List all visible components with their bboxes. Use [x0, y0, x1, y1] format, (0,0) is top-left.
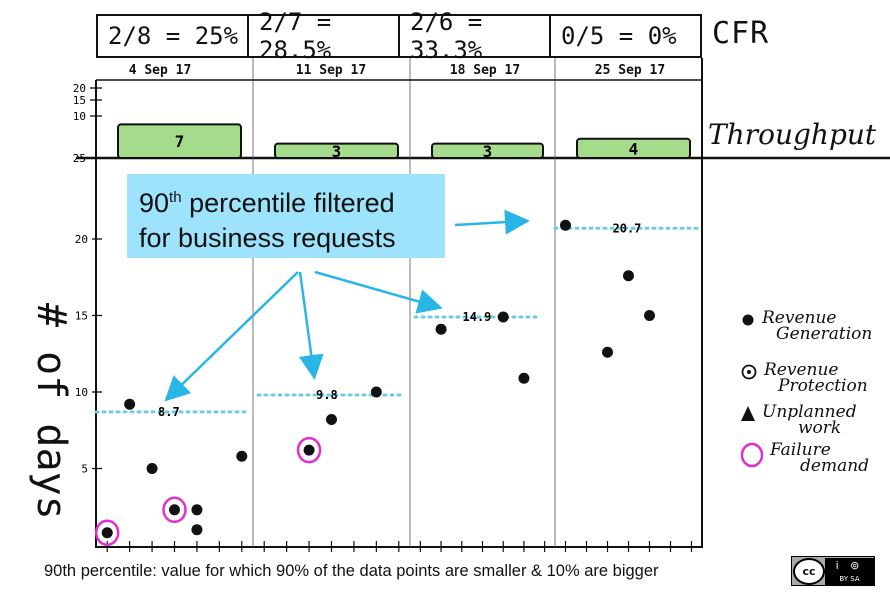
by-sa-icon: i ⊚ BY SA: [825, 557, 874, 585]
legend-label: Unplanned: [762, 402, 857, 422]
week-label: 4 Sep 17: [128, 63, 192, 78]
throughput-bar: [274, 142, 399, 160]
throughput-bar-label: 7: [175, 132, 185, 151]
throughput-label: Throughput: [708, 118, 877, 151]
percentile-label: 14.9: [463, 310, 492, 324]
percentile-label: 8.7: [158, 405, 180, 419]
legend-label: Failure: [770, 440, 831, 460]
callout-box: 90th percentile filtered for business re…: [127, 174, 445, 258]
week-label: 11 Sep 17: [295, 63, 367, 78]
data-point: [169, 504, 180, 516]
legend-label: Protection: [778, 376, 868, 396]
callout-line1-sup: th: [169, 189, 182, 206]
data-point: [303, 444, 315, 456]
callout-arrows: [164, 209, 530, 402]
week-label: 25 Sep 17: [594, 63, 666, 78]
y-tick-label: 20: [75, 233, 88, 246]
data-point: [191, 524, 203, 536]
throughput-bar-label: 3: [483, 142, 493, 161]
cfr-cell: 2/8 = 25%: [108, 22, 239, 50]
cc-icon: cc: [793, 557, 825, 585]
cc-license-badge[interactable]: cc i ⊚ BY SA: [791, 556, 875, 586]
callout-arrow: [314, 270, 443, 314]
callout-line2: for business requests: [139, 223, 396, 253]
callout-arrow: [298, 271, 324, 380]
scatter-chart: 5 10 15 20 8.7 9.8 14.9 20.7: [75, 219, 702, 547]
cfr-cell: 0/5 = 0%: [549, 16, 700, 56]
cfr-label: CFR: [712, 16, 770, 51]
week-label: 18 Sep 17: [449, 63, 521, 78]
failure-demand-marker: [162, 496, 187, 524]
throughput-bar: [431, 142, 544, 160]
legend-label: work: [798, 418, 842, 438]
throughput-tick-label: 15: [73, 94, 86, 107]
y-tick-label: 15: [75, 310, 88, 323]
data-point: [435, 323, 447, 335]
dot-icon: [742, 314, 754, 326]
legend-label: Revenue: [764, 360, 839, 380]
failure-demand-marker: [296, 436, 322, 464]
data-point: [602, 346, 613, 358]
data-point: [560, 219, 571, 231]
by-sa-glyphs: i ⊚: [835, 559, 864, 572]
data-point: [146, 463, 158, 474]
data-point: [518, 372, 530, 384]
data-point: [191, 504, 203, 516]
throughput-bar: [576, 137, 691, 160]
triangle-icon: [741, 406, 755, 421]
data-point: [101, 527, 113, 539]
circle-dot-icon: [741, 364, 757, 380]
data-point: [326, 414, 337, 426]
throughput-bar-label: 4: [629, 139, 639, 158]
throughput-bar: [117, 123, 242, 159]
y-tick-label: 5: [81, 463, 88, 476]
throughput-tick-label: 20: [73, 82, 86, 95]
callout-line1-prefix: 90: [139, 188, 170, 218]
percentile-label: 9.8: [316, 388, 338, 402]
legend-item-revenue-protection: Revenue Protection: [740, 360, 868, 396]
legend-item-failure-demand: Failure demand: [740, 440, 870, 476]
callout-line1-suffix: percentile filtered: [181, 188, 395, 218]
throughput-bar-label: 3: [332, 142, 342, 161]
data-point: [497, 311, 509, 323]
data-point: [124, 398, 136, 410]
callout-arrow: [454, 209, 530, 235]
legend-label: demand: [800, 456, 870, 476]
throughput-tick-label: 25: [73, 152, 86, 165]
data-point: [623, 270, 634, 282]
by-sa-text: BY SA: [839, 575, 860, 583]
legend-label: Generation: [776, 324, 873, 344]
y-tick-label: 10: [75, 386, 88, 399]
failure-demand-marker: [94, 519, 120, 547]
callout-arrow: [164, 271, 299, 402]
throughput-tick-label: 10: [73, 110, 86, 123]
y-axis-label: # of days: [28, 303, 74, 520]
data-point: [644, 310, 655, 321]
legend-label: Revenue: [762, 308, 837, 328]
footnote: 90th percentile: value for which 90% of …: [44, 562, 659, 580]
percentile-label: 20.7: [613, 221, 642, 235]
data-point: [370, 386, 382, 398]
legend-item-revenue-generation: Revenue Generation: [740, 308, 873, 344]
data-point: [236, 450, 248, 462]
pink-circle-icon: [740, 442, 764, 468]
legend-item-unplanned-work: Unplanned work: [740, 402, 857, 438]
